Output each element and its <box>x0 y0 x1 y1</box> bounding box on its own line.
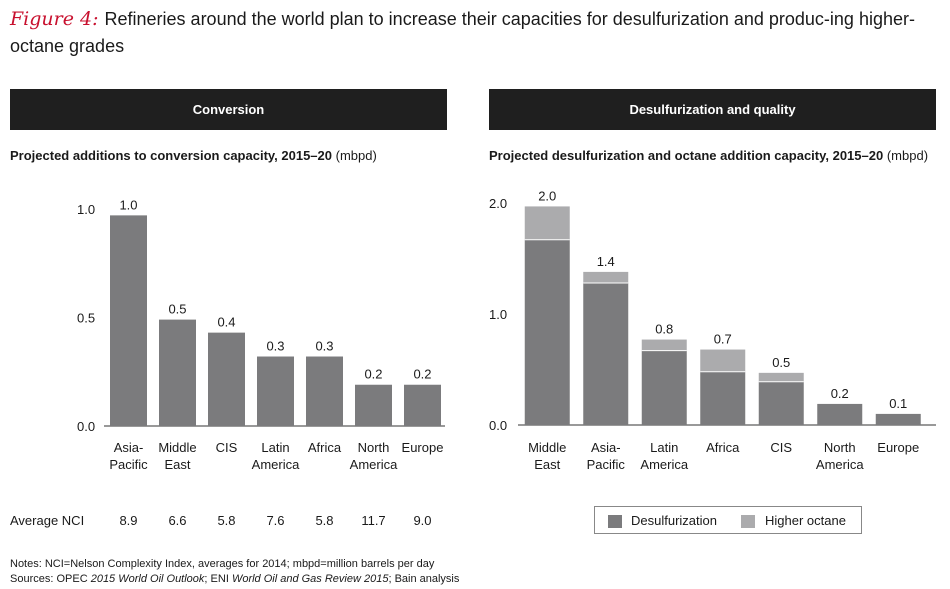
bar-higher-octane-africa <box>700 349 746 372</box>
category-label: Asia- <box>591 440 621 455</box>
left-chart-subtitle: Projected additions to conversion capaci… <box>10 148 377 163</box>
legend-label-desulfurization: Desulfurization <box>631 513 717 528</box>
bar-desulfurization-latin-america <box>641 350 687 425</box>
bar-desulfurization-europe <box>875 413 921 425</box>
conversion-bar-chart: 0.0 0.5 1.0 1.0 Asia- Pacific 8.9 0.5 Middle East… <box>10 197 445 528</box>
nci-value-latin-america: 7.6 <box>266 513 284 528</box>
bar-higher-octane-cis <box>758 372 804 382</box>
bar-higher-octane-middle-east <box>524 206 570 240</box>
bar-desulfurization-middle-east <box>524 239 570 425</box>
notes-line: Notes: NCI=Nelson Complexity Index, aver… <box>10 558 435 570</box>
figure-title: Figure 4: Refineries around the world pla… <box>10 6 935 60</box>
category-label: Africa <box>308 440 342 455</box>
y-tick-label: 1.0 <box>77 202 95 217</box>
sources-text-2: ; ENI <box>204 573 232 585</box>
sources-title-2: World Oil and Gas Review 2015 <box>231 573 389 585</box>
nci-value-europe: 9.0 <box>413 513 431 528</box>
bar-europe <box>404 384 441 426</box>
bar-cis <box>208 332 245 426</box>
data-label-europe: 0.2 <box>413 367 431 382</box>
data-label-africa: 0.7 <box>714 332 732 347</box>
data-label-cis: 0.5 <box>772 355 790 370</box>
category-label: Africa <box>706 440 740 455</box>
sources-title-1: 2015 World Oil Outlook <box>90 573 205 585</box>
data-label-europe: 0.1 <box>889 396 907 411</box>
category-label: Asia- <box>114 440 144 455</box>
category-label: CIS <box>216 440 238 455</box>
left-subtitle-unit: (mbpd) <box>335 148 377 163</box>
category-label: Europe <box>402 440 444 455</box>
category-label: East <box>534 457 560 472</box>
notes-block: Notes: NCI=Nelson Complexity Index, aver… <box>10 557 459 587</box>
category-label: America <box>252 457 300 472</box>
category-label: North <box>824 440 856 455</box>
category-label: America <box>816 457 864 472</box>
data-label-cis: 0.4 <box>217 315 235 330</box>
category-label: East <box>164 457 190 472</box>
desulfurization-stacked-bar-chart: 0.0 1.0 2.0 2.0 Middle East 1.4 Asia- Pacific 0.8… <box>489 188 936 472</box>
figure-title-text: Refineries around the world plan to incr… <box>10 9 915 56</box>
nci-value-cis: 5.8 <box>217 513 235 528</box>
y-tick-label: 0.5 <box>77 310 95 325</box>
category-label: America <box>640 457 688 472</box>
data-label-middle-east: 0.5 <box>168 302 186 317</box>
data-label-middle-east: 2.0 <box>538 188 556 203</box>
sources-text-3: ; Bain analysis <box>388 573 460 585</box>
bar-africa <box>306 356 343 426</box>
right-chart-subtitle: Projected desulfurization and octane add… <box>489 148 928 163</box>
bar-asia-pacific <box>110 215 147 426</box>
data-label-africa: 0.3 <box>315 339 333 354</box>
y-tick-label: 0.0 <box>77 419 95 434</box>
left-panel-header: Conversion <box>10 89 447 130</box>
bar-desulfurization-cis <box>758 381 804 425</box>
chart-legend: Desulfurization Higher octane <box>594 506 862 534</box>
legend-swatch-desulfurization <box>608 515 622 528</box>
data-label-north-america: 0.2 <box>831 386 849 401</box>
sources-line: Sources: OPEC 2015 World Oil Outlook; EN… <box>10 572 459 587</box>
category-label: Latin <box>650 440 678 455</box>
category-label: Latin <box>261 440 289 455</box>
average-nci-label: Average NCI <box>10 513 84 528</box>
data-label-asia-pacific: 1.0 <box>119 197 137 212</box>
data-label-latin-america: 0.8 <box>655 322 673 337</box>
nci-value-north-america: 11.7 <box>361 513 385 528</box>
y-tick-label: 2.0 <box>489 196 507 211</box>
category-label: CIS <box>770 440 792 455</box>
data-label-north-america: 0.2 <box>364 367 382 382</box>
sources-text-1: Sources: OPEC <box>10 573 91 585</box>
bar-higher-octane-latin-america <box>641 339 687 351</box>
bar-higher-octane-asia-pacific <box>583 271 629 283</box>
category-label: North <box>358 440 390 455</box>
bar-desulfurization-north-america <box>817 403 863 425</box>
figure-label: Figure 4: <box>10 8 99 30</box>
left-subtitle-bold: Projected additions to conversion capaci… <box>10 148 332 163</box>
nci-value-middle-east: 6.6 <box>168 513 186 528</box>
category-label: Middle <box>158 440 196 455</box>
legend-label-higher-octane: Higher octane <box>765 513 846 528</box>
category-label: Pacific <box>587 457 626 472</box>
y-tick-label: 0.0 <box>489 418 507 433</box>
right-subtitle-unit: (mbpd) <box>886 148 929 163</box>
data-label-asia-pacific: 1.4 <box>597 254 615 269</box>
right-panel-header: Desulfurization and quality <box>489 89 936 130</box>
legend-swatch-higher-octane <box>741 515 755 528</box>
bar-latin-america <box>257 356 294 426</box>
bar-desulfurization-asia-pacific <box>583 282 629 425</box>
category-label: Europe <box>877 440 919 455</box>
category-label: Middle <box>528 440 566 455</box>
data-label-latin-america: 0.3 <box>266 339 284 354</box>
nci-value-asia-pacific: 8.9 <box>119 513 137 528</box>
category-label: Pacific <box>109 457 148 472</box>
category-label: America <box>350 457 398 472</box>
bar-middle-east <box>159 319 196 426</box>
bar-desulfurization-africa <box>700 371 746 425</box>
nci-value-africa: 5.8 <box>315 513 333 528</box>
y-tick-label: 1.0 <box>489 307 507 322</box>
right-subtitle-bold: Projected desulfurization and octane add… <box>489 148 884 163</box>
bar-north-america <box>355 384 392 426</box>
